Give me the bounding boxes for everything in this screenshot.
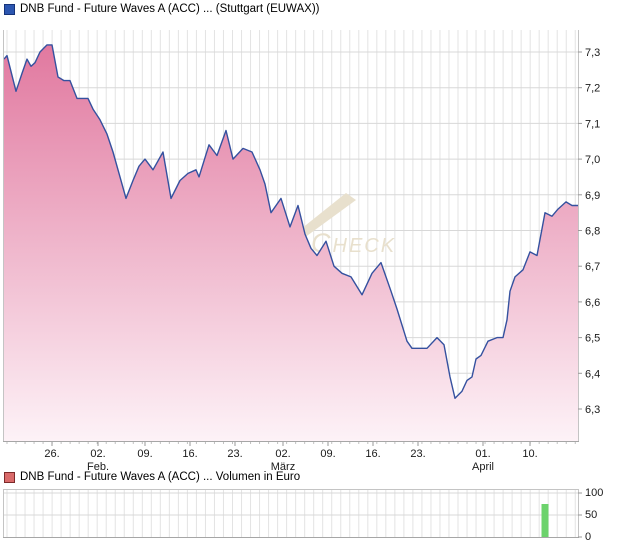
price-legend-label: DNB Fund - Future Waves A (ACC) ... (Stu…: [20, 3, 320, 15]
price-y-tick-label: 6,8: [585, 226, 600, 238]
volume-y-axis: 100 50 0: [578, 487, 603, 543]
volume-bar: [541, 504, 549, 537]
price-x-month-label: März: [271, 461, 295, 473]
volume-y-tick-label: 0: [585, 531, 591, 543]
price-legend: DNB Fund - Future Waves A (ACC) ... (Stu…: [4, 3, 320, 15]
price-y-tick-label: 6,6: [585, 297, 600, 309]
volume-legend: DNB Fund - Future Waves A (ACC) ... Volu…: [4, 471, 300, 483]
price-x-tick-label: 01.: [475, 448, 490, 460]
price-y-tick-label: 6,5: [585, 333, 600, 345]
price-x-tick-label: 10.: [522, 448, 537, 460]
volume-y-tick-label: 100: [585, 487, 603, 499]
price-x-tick-label: 02.: [90, 448, 105, 460]
price-x-tick-label: 09.: [137, 448, 152, 460]
volume-y-tick-label: 50: [585, 509, 597, 521]
volume-frame: [3, 489, 579, 538]
price-line: [3, 44, 578, 399]
price-x-tick-label: 16.: [365, 448, 380, 460]
price-y-tick-label: 7,3: [585, 47, 600, 59]
price-y-tick-label: 6,3: [585, 404, 600, 416]
price-x-tick-label: 09.: [320, 448, 335, 460]
price-x-tick-label: 02.: [275, 448, 290, 460]
volume-bars: [541, 504, 549, 537]
price-series-marker-icon: [4, 3, 15, 15]
watermark-swoosh-icon: [296, 193, 356, 238]
price-x-month-label: Feb.: [87, 461, 109, 473]
price-y-tick-label: 7,0: [585, 154, 600, 166]
price-frame: [3, 30, 579, 442]
price-x-month-label: April: [472, 461, 494, 473]
volume-gridlines: [3, 489, 578, 537]
price-y-tick-label: 6,9: [585, 190, 600, 202]
price-area-fill: [4, 44, 578, 442]
price-y-axis: 7,3 7,2 7,1 7,0 6,9 6,8 6,7 6,6 6,5 6,4 6,3: [578, 47, 600, 416]
price-y-tick-label: 7,1: [585, 118, 600, 130]
price-series: [3, 44, 578, 442]
price-y-tick-label: 6,4: [585, 368, 600, 380]
price-x-tick-label: 26.: [44, 448, 59, 460]
price-x-tick-label: 23.: [227, 448, 242, 460]
volume-series-marker-icon: [4, 471, 15, 483]
volume-legend-label: DNB Fund - Future Waves A (ACC) ... Volu…: [20, 471, 301, 483]
price-y-tick-label: 7,2: [585, 83, 600, 95]
price-x-tick-label: 23.: [410, 448, 425, 460]
price-y-tick-label: 6,7: [585, 261, 600, 273]
price-x-tick-label: 16.: [182, 448, 197, 460]
